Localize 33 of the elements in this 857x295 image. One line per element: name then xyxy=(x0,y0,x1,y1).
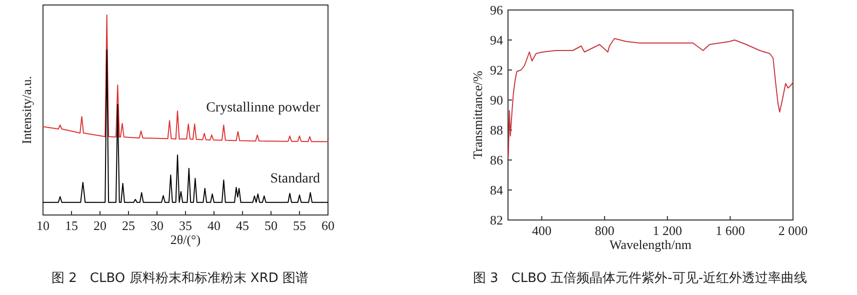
x-tick-label: 40 xyxy=(208,218,220,233)
x-tick-label: 35 xyxy=(179,218,192,233)
series-label: Crystallinne powder xyxy=(206,100,320,116)
y-tick-label: 96 xyxy=(490,2,504,18)
y-tick-label: 90 xyxy=(490,92,503,108)
x-tick-label: 50 xyxy=(264,218,278,233)
x-tick-label: 2 000 xyxy=(778,223,808,238)
x-tick-label: 60 xyxy=(322,218,334,233)
y-tick-label: 92 xyxy=(490,62,503,78)
x-axis-title: 2θ/(°) xyxy=(170,232,201,247)
x-tick-label: 20 xyxy=(94,218,106,233)
y-axis-title: Transmittance/% xyxy=(470,70,485,160)
x-tick-label: 15 xyxy=(65,218,78,233)
x-tick-label: 800 xyxy=(594,223,614,238)
x-tick-label: 55 xyxy=(293,218,306,233)
x-tick-label: 400 xyxy=(532,223,552,238)
line-series xyxy=(508,38,794,158)
x-tick-label: 1 200 xyxy=(652,223,682,238)
y-tick-label: 82 xyxy=(490,212,503,228)
y-tick-label: 84 xyxy=(490,182,504,198)
y-tick-label: 86 xyxy=(490,152,504,168)
x-tick-label: 30 xyxy=(150,218,164,233)
y-tick-label: 88 xyxy=(490,122,503,138)
y-axis-title: Intensity/a.u. xyxy=(19,76,34,144)
x-tick-label: 1 600 xyxy=(716,223,745,238)
x-tick-label: 10 xyxy=(36,218,50,233)
y-tick-label: 94 xyxy=(490,32,504,48)
x-tick-label: 45 xyxy=(236,218,249,233)
series-label: Standard xyxy=(270,171,320,186)
x-tick-label: 25 xyxy=(122,218,135,233)
x-axis-title: Wavelength/nm xyxy=(610,237,692,252)
text: 图 2 CLBO 原料粉末和标准粉末 XRD 图谱 xyxy=(52,271,308,286)
text: 图 3 CLBO 五倍频晶体元件紫外-可见-近红外透过率曲线 xyxy=(472,270,808,286)
